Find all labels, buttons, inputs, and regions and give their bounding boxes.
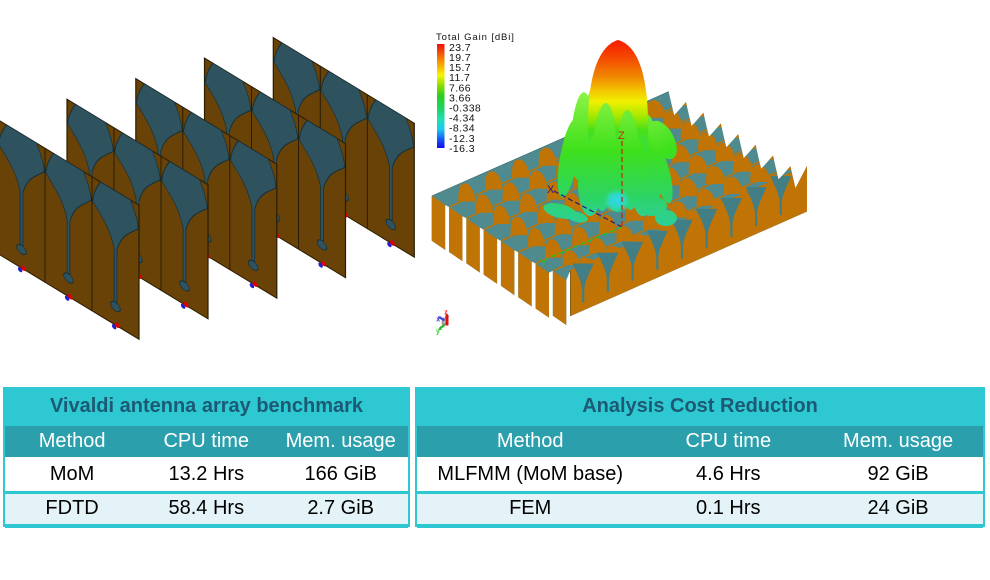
svg-text:-12.3: -12.3: [449, 133, 475, 145]
svg-text:-0.338: -0.338: [449, 103, 481, 115]
svg-text:11.7: 11.7: [449, 72, 470, 84]
svg-text:x: x: [436, 316, 440, 323]
svg-text:15.7: 15.7: [449, 62, 471, 74]
svg-text:3.66: 3.66: [449, 92, 471, 104]
svg-text:Total Gain [dBi]: Total Gain [dBi]: [436, 32, 515, 43]
svg-text:X: X: [547, 184, 555, 196]
svg-text:23.7: 23.7: [449, 42, 471, 54]
svg-text:y: y: [436, 329, 440, 336]
svg-text:-8.34: -8.34: [449, 123, 475, 135]
svg-text:19.7: 19.7: [449, 52, 471, 64]
svg-text:Z: Z: [618, 130, 625, 142]
svg-text:-4.34: -4.34: [449, 113, 475, 125]
svg-text:z: z: [444, 310, 448, 317]
svg-text:7.66: 7.66: [449, 82, 471, 94]
svg-text:Y: Y: [540, 257, 548, 269]
svg-text:-16.3: -16.3: [449, 143, 475, 155]
